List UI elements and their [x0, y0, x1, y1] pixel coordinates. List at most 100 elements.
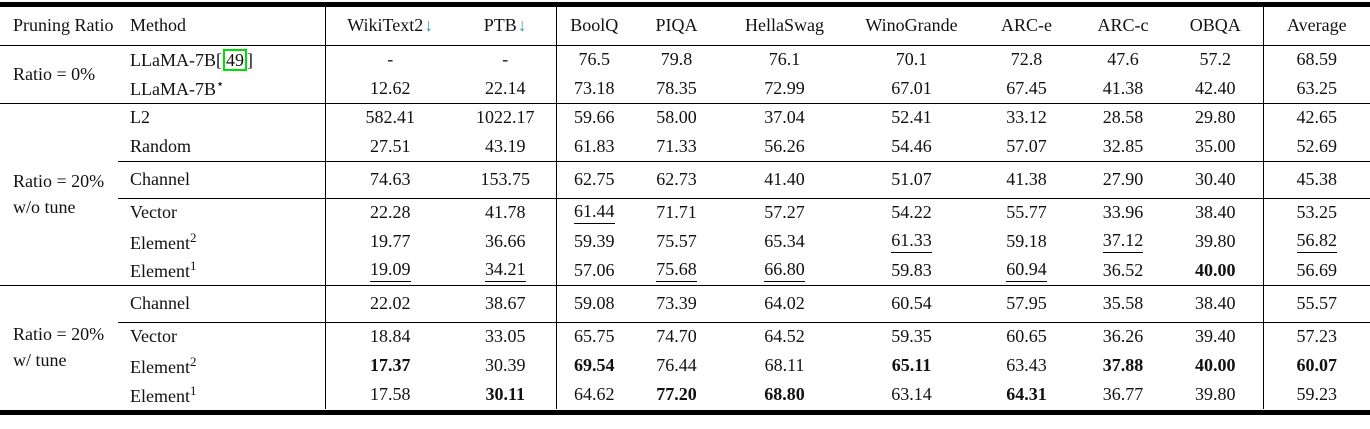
- value-cell: 17.37: [324, 351, 455, 380]
- value-cell: 40.00: [1168, 256, 1263, 286]
- col-header-wikitext2-label: WikiText2: [347, 15, 424, 36]
- value-cell: 54.22: [891, 202, 932, 223]
- value-cell: 57.95: [975, 285, 1078, 323]
- section-label-line2: w/o tune: [13, 197, 76, 217]
- value-cell: 72.99: [721, 74, 848, 104]
- value-cell: 41.38: [975, 160, 1078, 199]
- value-cell: -: [324, 45, 455, 74]
- col-header-ptb-label: PTB: [483, 15, 517, 36]
- value-cell: 76.44: [656, 355, 697, 375]
- citation-bracket-close: ]: [246, 49, 253, 70]
- value-cell: 30.40: [1168, 160, 1263, 199]
- col-header-arc-e: ARC-e: [975, 7, 1078, 46]
- value-cell: 66.80: [721, 256, 848, 286]
- value-cell: 39.80: [1195, 231, 1236, 251]
- value-cell: 35.00: [1195, 135, 1236, 156]
- table-row-llama-7b-star: LLaMA-7B⋆ 12.62 22.14 73.18 78.35 72.99 …: [0, 74, 1370, 104]
- method-label: Vector: [130, 202, 177, 223]
- value-cell: 59.66: [555, 103, 632, 132]
- value-cell: 582.41: [324, 103, 455, 132]
- value-cell: 37.88: [1102, 355, 1144, 375]
- value-cell: 55.77: [1006, 202, 1047, 223]
- value-cell: 1022.17: [476, 107, 535, 128]
- table-row-random: Random 27.51 43.19 61.83 71.33 56.26 54.…: [0, 132, 1370, 161]
- col-header-pruning-ratio: Pruning Ratio: [0, 7, 118, 46]
- citation-link[interactable]: 49: [222, 48, 247, 71]
- table-row-element1-wo-tune: Element1 19.09 34.21 57.06 75.68 66.80 5…: [0, 256, 1370, 286]
- method-label: Vector: [130, 326, 177, 347]
- value-cell: 38.40: [1195, 202, 1236, 223]
- value-cell: 57.2: [1199, 49, 1232, 70]
- value-cell: 70.1: [895, 49, 928, 70]
- method-cell: Vector: [118, 322, 325, 351]
- method-label: Element: [130, 232, 190, 253]
- value-cell: 59.08: [555, 285, 632, 323]
- method-label: LLaMA-7B: [130, 79, 216, 100]
- method-cell: Element2: [118, 351, 325, 380]
- value-cell: 60.94: [975, 256, 1078, 286]
- value-cell: 19.09: [324, 256, 455, 286]
- value-cell: 34.21: [455, 256, 556, 286]
- value-cell: 60.54: [848, 285, 975, 323]
- value-cell: 42.40: [1168, 74, 1263, 104]
- pruning-results-table: Pruning Ratio Method WikiText2↓ PTB↓ Boo…: [0, 7, 1370, 409]
- value-cell: 51.07: [848, 160, 975, 199]
- value-cell: 54.46: [891, 135, 932, 156]
- value-cell: 74.63: [324, 160, 455, 199]
- method-label: Channel: [130, 293, 190, 313]
- value-cell: 43.19: [485, 135, 526, 156]
- col-header-obqa: OBQA: [1168, 7, 1263, 46]
- table-row-llama-7b-cited: Ratio = 0% LLaMA-7B[49] - - 76.5 79.8 76…: [0, 45, 1370, 104]
- method-cell: L2: [118, 103, 325, 132]
- value-cell: 153.75: [455, 160, 556, 199]
- value-cell: 35.58: [1078, 285, 1168, 323]
- method-cell: Element1: [118, 256, 325, 286]
- table-row-element2-wo-tune: Element2 19.77 36.66 59.39 75.57 65.34 6…: [0, 227, 1370, 256]
- value-cell: 61.83: [555, 132, 632, 161]
- value-cell: 60.65: [1006, 326, 1047, 347]
- table-row-channel-wo-tune: Channel 74.63 153.75 62.75 62.73 41.40 5…: [0, 160, 1370, 199]
- value-cell: 64.31: [1006, 384, 1047, 404]
- table-row-element1-w-tune: Element1 17.58 30.11 64.62 77.20 68.80 6…: [0, 380, 1370, 409]
- value-cell: 36.77: [1102, 384, 1144, 404]
- method-label: L2: [130, 107, 150, 128]
- table-row-channel-w-tune: Ratio = 20% w/ tune Channel 22.02 38.67 5…: [0, 285, 1370, 370]
- down-arrow-icon: ↓: [517, 15, 527, 36]
- section-label-line1: Ratio = 20%: [13, 170, 105, 191]
- value-cell: 56.69: [1262, 256, 1370, 286]
- value-cell: 59.83: [848, 256, 975, 286]
- method-cell: Random: [118, 132, 325, 161]
- col-header-wikitext2: WikiText2↓: [324, 7, 455, 46]
- value-cell: 63.14: [891, 384, 932, 404]
- value-cell: 74.70: [656, 326, 697, 347]
- value-cell: 36.66: [485, 231, 526, 251]
- value-cell: -: [502, 49, 509, 70]
- value-cell: 36.52: [1078, 256, 1168, 286]
- col-header-piqa: PIQA: [632, 7, 721, 46]
- section-label-line2: w/ tune: [13, 350, 67, 371]
- value-cell: 61.44: [555, 198, 632, 227]
- col-header-boolq: BoolQ: [555, 7, 632, 46]
- value-cell: 77.20: [656, 384, 697, 404]
- value-cell: 45.38: [1262, 160, 1370, 199]
- value-cell: 57.27: [764, 202, 805, 223]
- value-cell: 36.26: [1102, 326, 1144, 347]
- table-row-vector-w-tune: Vector 18.84 33.05 65.75 74.70 64.52 59.…: [0, 322, 1370, 351]
- method-cell: LLaMA-7B⋆: [118, 74, 325, 104]
- value-cell: 41.78: [485, 202, 526, 223]
- value-cell: 76.1: [768, 49, 801, 70]
- value-cell: 28.58: [1102, 107, 1144, 128]
- value-cell: 55.57: [1262, 285, 1370, 323]
- star-superscript: ⋆: [215, 76, 225, 92]
- section-label-line1: Ratio = 20%: [13, 324, 105, 345]
- value-cell: 39.40: [1195, 326, 1236, 347]
- value-cell: 57.06: [555, 256, 632, 286]
- value-cell: 41.38: [1078, 74, 1168, 104]
- down-arrow-icon: ↓: [424, 15, 434, 36]
- value-cell: 41.40: [721, 160, 848, 199]
- value-cell: 17.58: [324, 380, 455, 409]
- method-cell: LLaMA-7B[49]: [118, 45, 325, 74]
- value-cell: 67.01: [848, 74, 975, 104]
- table-row-element2-w-tune: Element2 17.37 30.39 69.54 76.44 68.11 6…: [0, 351, 1370, 380]
- value-cell: 56.26: [764, 135, 805, 156]
